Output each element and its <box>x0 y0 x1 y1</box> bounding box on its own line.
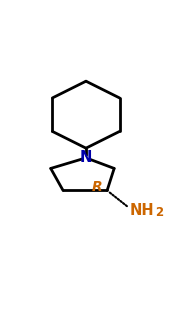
Text: N: N <box>80 150 92 165</box>
Text: R: R <box>92 180 103 194</box>
Text: 2: 2 <box>155 206 163 219</box>
Text: NH: NH <box>129 203 154 218</box>
